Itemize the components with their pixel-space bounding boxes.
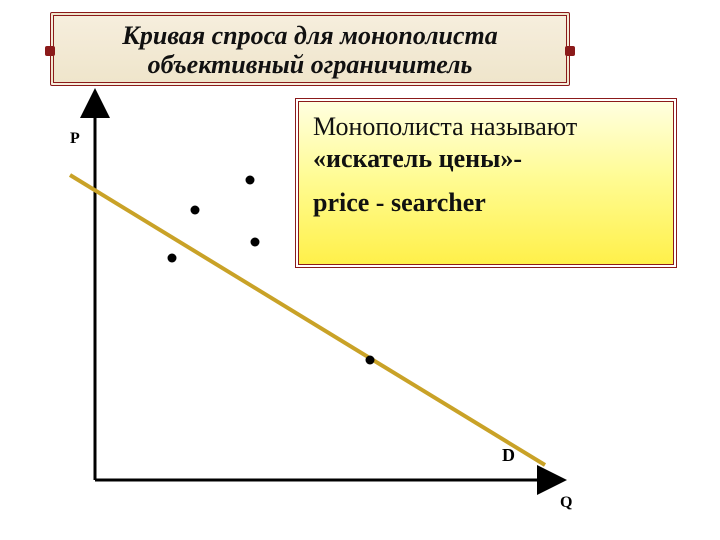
demand-line-label: D bbox=[502, 445, 515, 466]
x-axis-label: Q bbox=[560, 494, 572, 512]
demand-chart bbox=[0, 0, 720, 540]
callout-line-3: price - searcher bbox=[313, 188, 659, 218]
y-axis-label: P bbox=[70, 130, 80, 148]
callout-line-2: «искатель цены»- bbox=[313, 144, 659, 174]
callout-line-1: Монополиста называют bbox=[313, 112, 659, 142]
callout-box: Монополиста называют «искатель цены»- pr… bbox=[295, 98, 677, 268]
